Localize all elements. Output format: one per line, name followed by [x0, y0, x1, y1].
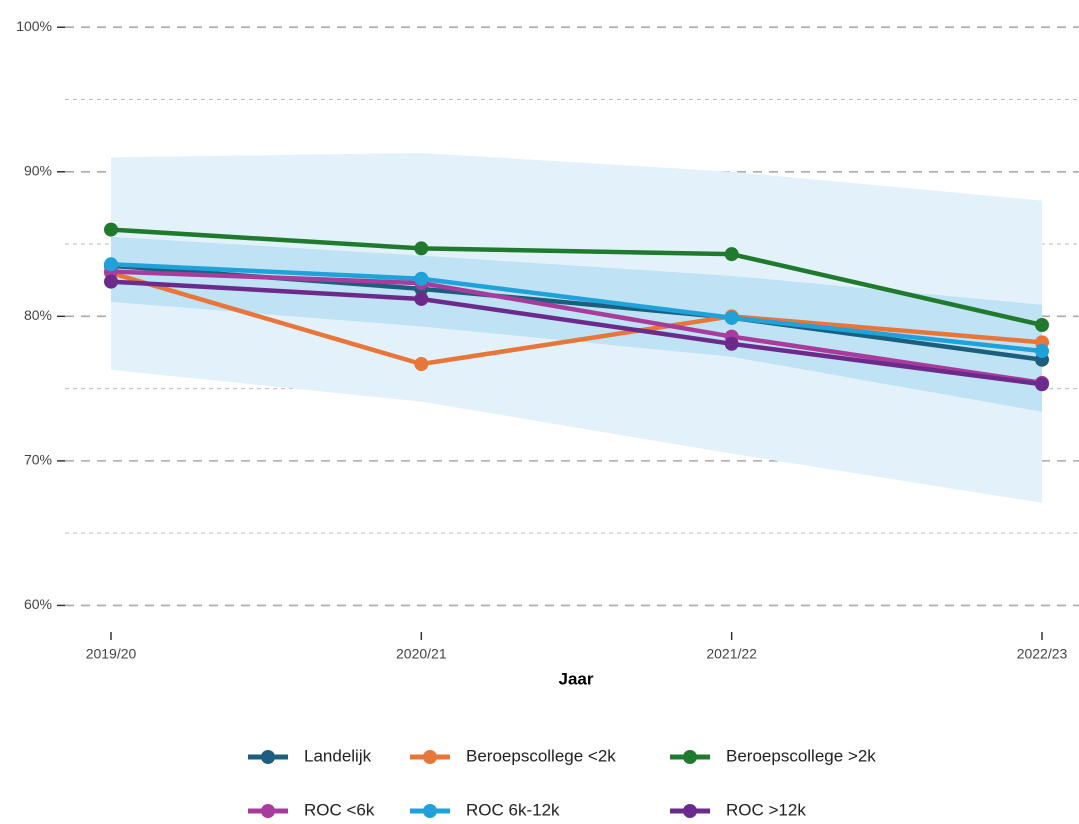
series-line: [110, 227, 1043, 328]
point: [414, 291, 429, 306]
point: [104, 257, 118, 272]
legend-key-point: [683, 750, 697, 764]
series-line: [110, 269, 1043, 386]
x-tick-label: 2019/20: [86, 646, 137, 662]
x-tick-label: 2021/22: [706, 646, 757, 662]
series-line: [110, 279, 1043, 387]
point: [414, 241, 429, 256]
point: [724, 310, 739, 325]
legend-key-point: [423, 804, 437, 818]
legend-label: ROC >12k: [726, 800, 806, 819]
legend-key-point: [261, 750, 275, 764]
x-axis-label: Jaar: [559, 669, 594, 688]
point: [104, 274, 118, 289]
legend-key-point: [423, 750, 437, 764]
point: [724, 247, 739, 262]
series-line: [110, 270, 1043, 367]
legend-label: Landelijk: [304, 746, 372, 765]
point: [414, 271, 429, 286]
y-tick-label: 100%: [16, 18, 52, 34]
legend-label: ROC 6k-12k: [466, 800, 560, 819]
x-tick-label: 2020/21: [396, 646, 447, 662]
point: [104, 222, 118, 237]
series-line: [110, 262, 1043, 354]
point: [1035, 344, 1049, 359]
point: [1035, 377, 1049, 392]
point: [414, 357, 429, 372]
legend-key-point: [261, 804, 275, 818]
x-tick-label: 2022/23: [1017, 646, 1068, 662]
y-tick-label: 90%: [24, 162, 52, 178]
y-tick-label: 70%: [24, 452, 52, 468]
legend-label: ROC <6k: [304, 800, 375, 819]
point: [1035, 318, 1049, 332]
point: [724, 336, 739, 351]
y-tick-label: 80%: [24, 307, 52, 323]
legend-key-point: [683, 804, 697, 818]
legend-label: Beroepscollege >2k: [726, 746, 876, 765]
legend-label: Beroepscollege <2k: [466, 746, 616, 765]
y-tick-label: 60%: [24, 596, 52, 612]
